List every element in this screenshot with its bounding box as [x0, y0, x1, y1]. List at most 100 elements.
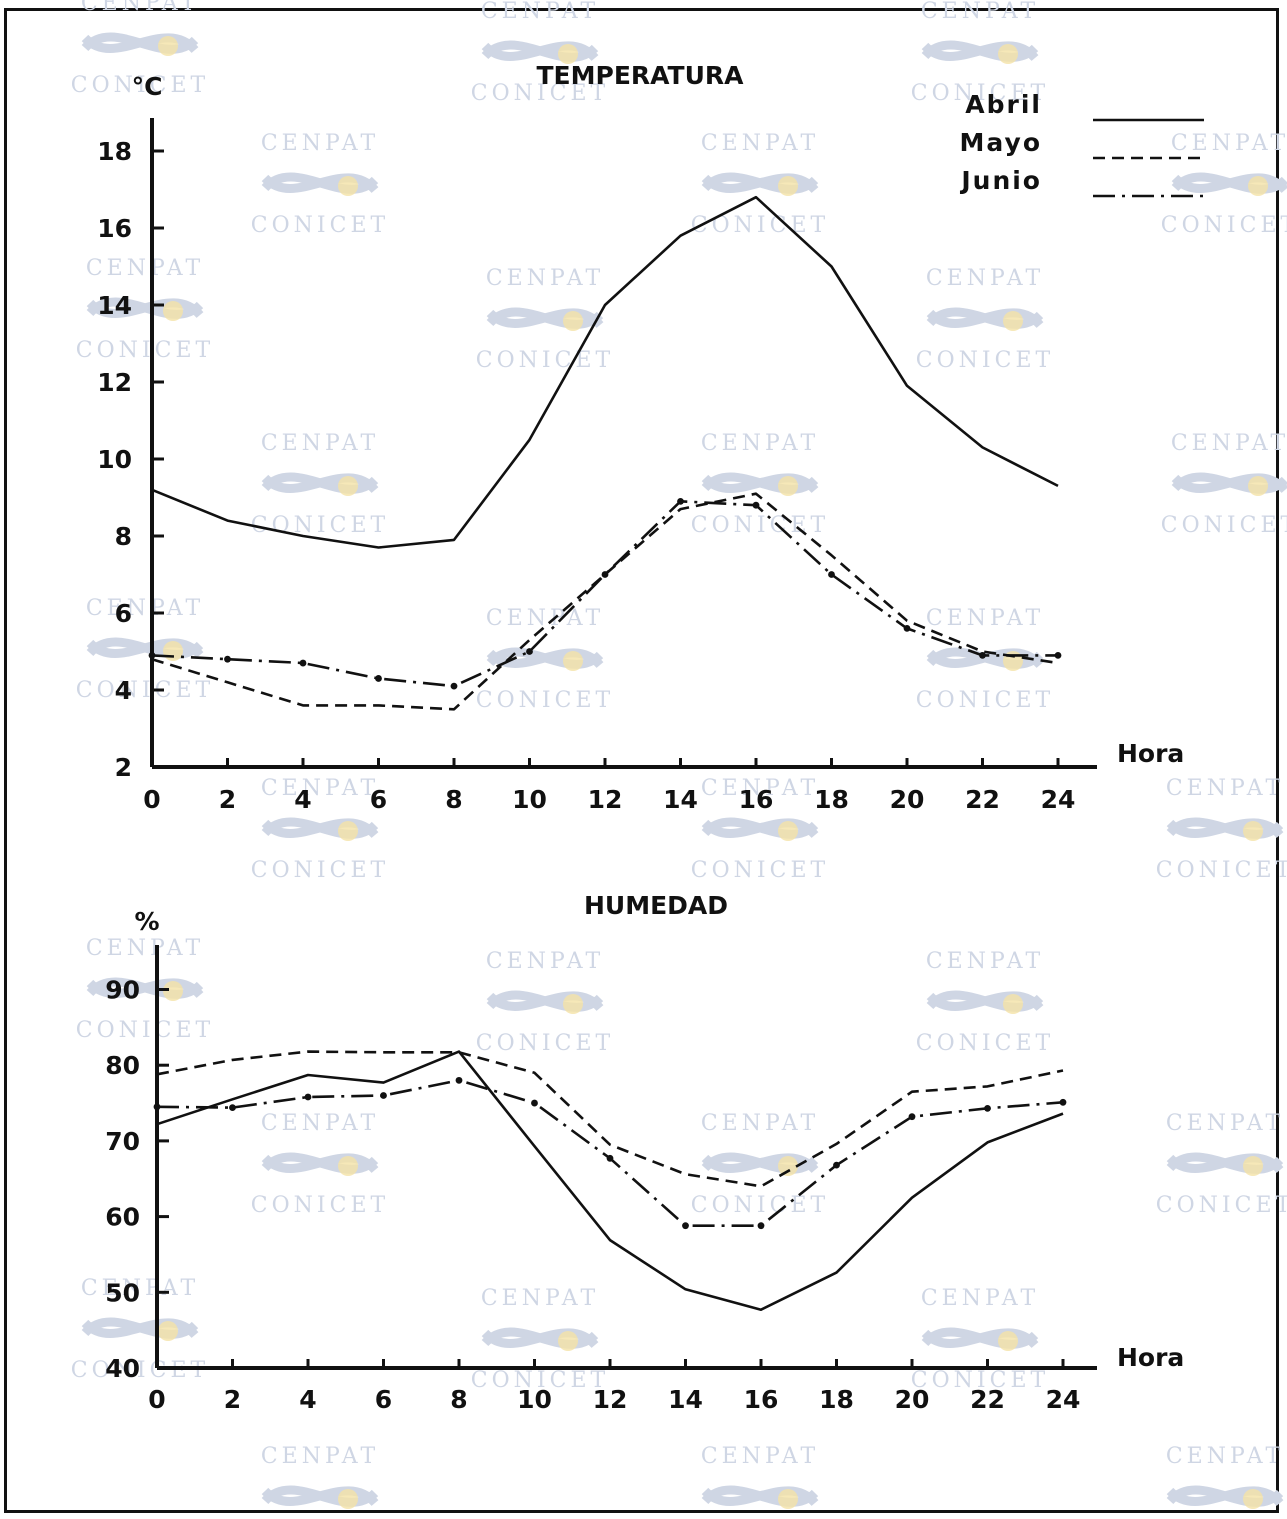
watermark-wave-icon [261, 818, 379, 839]
watermark-bottom-text: CONICET [476, 688, 614, 713]
data-point-junio [1054, 651, 1062, 659]
data-point-junio [304, 1093, 312, 1101]
y-tick-label: 80 [105, 1051, 140, 1080]
legend-label-junio: Junio [959, 166, 1042, 195]
watermark-bottom-text: CONICET [251, 858, 389, 883]
data-point-junio [682, 1222, 689, 1230]
data-point-junio [908, 1113, 916, 1121]
y-tick-label: 70 [105, 1127, 140, 1156]
watermark-sun-icon [1248, 476, 1268, 496]
watermark-wave-icon [701, 173, 819, 194]
watermark-sun-icon [558, 1331, 578, 1351]
watermark-wave-icon [481, 1328, 599, 1349]
y-tick-label: 2 [115, 753, 132, 782]
watermark-bottom-text: CONICET [76, 678, 214, 703]
watermark-bottom-text: CONICET [691, 1193, 829, 1218]
watermark-bottom-text: CONICET [916, 1031, 1054, 1056]
x-tick-label: 16 [744, 1385, 779, 1414]
watermark-sun-icon [778, 821, 798, 841]
watermark-logo: CENPAT CONICET [691, 1111, 829, 1218]
watermark-bottom-text: CONICET [251, 1193, 389, 1218]
watermark-bottom-text: CONICET [1156, 858, 1287, 883]
data-point-junio [531, 1099, 538, 1107]
watermark-wave-icon [86, 978, 204, 999]
legend-label-mayo: Mayo [960, 128, 1042, 157]
watermark-wave-icon [926, 991, 1044, 1012]
x-tick-label: 24 [1041, 785, 1076, 814]
watermark-logo: CENPAT CONICET [471, 0, 609, 106]
watermark-top-text: CENPAT [921, 1286, 1039, 1311]
watermark-wave-icon [486, 991, 604, 1012]
y-tick-label: 6 [115, 599, 132, 628]
watermark-wave-icon [1171, 173, 1287, 194]
data-point-junio [606, 1154, 614, 1162]
watermark-bottom-text: CONICET [76, 338, 214, 363]
watermark-wave-icon [1166, 818, 1284, 839]
humidity-title: HUMEDAD [584, 891, 728, 920]
temperature-x-label: Hora [1117, 739, 1184, 768]
watermark-sun-icon [1243, 821, 1263, 841]
humidity-y-unit: % [134, 907, 159, 936]
watermark-sun-icon [163, 981, 183, 1001]
watermark-sun-icon [563, 651, 583, 671]
watermark-wave-icon [701, 473, 819, 494]
watermark-wave-icon [86, 298, 204, 319]
watermark-bottom-text: CONICET [71, 1358, 209, 1383]
watermark-top-text: CENPAT [701, 1111, 819, 1136]
temperature-y-unit: °C [132, 72, 163, 101]
watermark-bottom-text: CONICET [916, 688, 1054, 713]
legend-label-abril: Abril [965, 90, 1042, 119]
watermark-sun-icon [558, 44, 578, 64]
y-tick-label: 40 [105, 1354, 140, 1383]
y-tick-label: 12 [97, 368, 132, 397]
x-tick-label: 18 [819, 1385, 854, 1414]
watermark-logo: CENPAT CONICET [1156, 776, 1287, 883]
watermark-wave-icon [926, 308, 1044, 329]
watermark-sun-icon [778, 1156, 798, 1176]
series-line-mayo [156, 1050, 1064, 1188]
y-tick-label: 18 [97, 137, 132, 166]
watermark-top-text: CENPAT [1166, 776, 1284, 801]
series-line-mayo [151, 492, 1059, 711]
watermark-wave-icon [81, 33, 199, 54]
data-point-junio [148, 651, 156, 659]
data-point-junio [677, 497, 684, 505]
figure-frame [4, 8, 1279, 1513]
data-point-junio [375, 675, 382, 682]
x-tick-label: 10 [517, 1385, 552, 1414]
watermark-bottom-text: CONICET [1161, 513, 1287, 538]
watermark-sun-icon [338, 176, 358, 196]
watermark-wave-icon [701, 1486, 819, 1507]
watermark-sun-icon [778, 176, 798, 196]
x-tick-label: 14 [668, 1385, 703, 1414]
watermark-top-text: CENPAT [1171, 431, 1287, 456]
watermark-bottom-text: CONICET [1161, 213, 1287, 238]
x-tick-label: 20 [895, 1385, 930, 1414]
watermark-sun-icon [563, 311, 583, 331]
x-tick-label: 0 [148, 1385, 165, 1414]
watermark-top-text: CENPAT [261, 1111, 379, 1136]
watermark-bottom-text: CONICET [471, 81, 609, 106]
watermark-top-text: CENPAT [926, 949, 1044, 974]
watermark-top-text: CENPAT [926, 266, 1044, 291]
watermark-top-text: CENPAT [926, 606, 1044, 631]
y-tick-label: 50 [105, 1278, 140, 1307]
series-line-abril [151, 195, 1059, 549]
data-point-junio [984, 1104, 991, 1112]
watermark-sun-icon [338, 476, 358, 496]
watermark-wave-icon [86, 638, 204, 659]
humidity-x-label: Hora [1117, 1343, 1184, 1372]
series-line-abril [156, 1050, 1064, 1311]
watermark-bottom-text: CONICET [471, 1368, 609, 1393]
watermark-wave-icon [261, 1153, 379, 1174]
watermark-top-text: CENPAT [481, 0, 599, 24]
watermark-sun-icon [1003, 994, 1023, 1014]
